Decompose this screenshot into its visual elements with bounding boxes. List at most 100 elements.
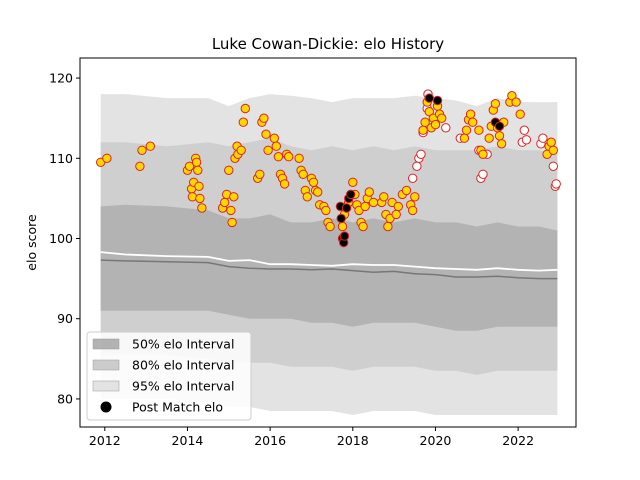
- legend-label: 50% elo Interval: [132, 337, 234, 352]
- point-win: [424, 107, 434, 117]
- point-win: [195, 193, 205, 204]
- point-win: [418, 125, 428, 135]
- y-tick-label: 80: [57, 391, 73, 406]
- legend-label: 80% elo Interval: [132, 358, 234, 373]
- point-loss: [538, 133, 548, 143]
- point-win: [478, 149, 488, 160]
- point-win: [490, 99, 501, 109]
- point-win: [261, 129, 271, 139]
- point-win: [273, 152, 284, 162]
- point-win: [227, 217, 237, 228]
- point-win: [279, 179, 290, 189]
- point-win: [511, 97, 521, 107]
- x-tick-label: 2022: [502, 433, 534, 448]
- point-win: [236, 145, 246, 156]
- point-win: [145, 141, 156, 151]
- point-win: [238, 117, 249, 127]
- y-tick-label: 90: [57, 311, 73, 326]
- point-win: [348, 177, 358, 188]
- point-win: [259, 113, 269, 123]
- legend-marker: [100, 401, 112, 413]
- point-win: [197, 203, 207, 213]
- point-loss: [416, 149, 426, 160]
- point-win: [401, 185, 412, 196]
- point-win: [193, 165, 203, 176]
- point-win: [184, 161, 195, 172]
- x-tick-label: 2014: [172, 433, 204, 448]
- y-tick-label: 120: [49, 71, 73, 86]
- x-tick-label: 2012: [89, 433, 121, 448]
- point-loss: [478, 169, 488, 180]
- point-win: [294, 153, 304, 164]
- x-axis-ticks: 2012 2014 2016 2018 2020 2022: [89, 427, 534, 448]
- point-win: [360, 201, 370, 212]
- data-points: [96, 89, 561, 248]
- x-tick-label: 2018: [337, 433, 369, 448]
- point-post-match: [339, 231, 350, 241]
- mean-line: [100, 251, 558, 272]
- point-win: [137, 145, 147, 156]
- point-win: [459, 133, 470, 143]
- point-win: [515, 109, 525, 119]
- point-win: [271, 141, 281, 151]
- point-win: [364, 187, 374, 197]
- point-post-match: [432, 95, 443, 106]
- point-win: [548, 145, 558, 156]
- band-50: [100, 204, 558, 331]
- plot-area-frame: [79, 57, 577, 428]
- point-win: [546, 137, 556, 147]
- point-win: [321, 205, 331, 216]
- point-win: [224, 165, 234, 176]
- point-win: [298, 169, 308, 180]
- point-loss: [441, 123, 451, 133]
- point-win: [240, 103, 251, 114]
- y-axis-label: elo score: [24, 214, 39, 271]
- point-loss: [551, 179, 561, 189]
- chart-title: Luke Cowan-Dickie: elo History: [212, 35, 444, 53]
- point-win: [383, 221, 393, 232]
- point-win: [391, 209, 401, 220]
- point-win: [461, 125, 472, 135]
- point-win: [325, 221, 335, 232]
- point-win: [358, 221, 368, 232]
- point-win: [410, 192, 420, 202]
- point-post-match: [346, 189, 356, 200]
- y-tick-label: 100: [49, 231, 73, 246]
- median-line: [100, 259, 558, 280]
- y-axis-ticks: 80 90 100 110 120: [49, 71, 80, 406]
- point-win: [187, 192, 198, 202]
- legend: 50% elo Interval 80% elo Interval 95% elo …: [86, 331, 252, 421]
- point-win: [430, 119, 441, 130]
- point-loss: [521, 135, 532, 145]
- point-win: [313, 187, 323, 197]
- point-win: [507, 91, 517, 101]
- point-win: [308, 177, 319, 188]
- point-win: [465, 109, 476, 119]
- point-win: [191, 157, 202, 168]
- point-win: [302, 192, 312, 202]
- point-win: [496, 139, 507, 149]
- point-win: [393, 201, 403, 212]
- point-win: [337, 221, 348, 232]
- point-post-match: [336, 213, 346, 224]
- point-win: [229, 192, 239, 202]
- point-win: [135, 161, 145, 172]
- point-win: [420, 117, 430, 127]
- point-win: [226, 205, 236, 216]
- point-win: [484, 133, 494, 143]
- legend-swatch: [92, 359, 120, 371]
- point-win: [269, 133, 279, 143]
- legend-swatch: [92, 338, 120, 350]
- legend-swatch: [92, 380, 120, 392]
- point-win: [437, 113, 447, 123]
- x-tick-label: 2016: [254, 433, 286, 448]
- point-win: [255, 169, 265, 180]
- x-tick-label: 2020: [420, 433, 452, 448]
- point-win: [220, 197, 230, 208]
- trend-lines: [100, 251, 558, 280]
- point-loss: [412, 161, 422, 172]
- point-win: [474, 125, 484, 135]
- legend-label: 95% elo Interval: [132, 379, 234, 394]
- point-loss: [408, 173, 418, 184]
